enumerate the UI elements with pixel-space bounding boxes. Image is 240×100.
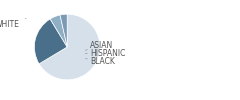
Text: BLACK: BLACK	[85, 57, 115, 66]
Wedge shape	[60, 14, 67, 47]
Text: WHITE: WHITE	[0, 18, 26, 28]
Text: HISPANIC: HISPANIC	[85, 49, 126, 58]
Wedge shape	[39, 14, 100, 80]
Wedge shape	[34, 19, 67, 64]
Text: ASIAN: ASIAN	[85, 41, 114, 50]
Wedge shape	[50, 15, 67, 47]
